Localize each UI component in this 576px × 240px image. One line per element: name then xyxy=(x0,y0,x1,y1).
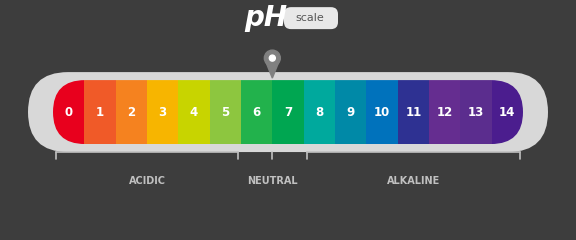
Bar xyxy=(460,80,492,144)
Circle shape xyxy=(264,50,281,66)
Text: 9: 9 xyxy=(347,106,355,119)
Bar xyxy=(179,80,210,144)
Text: 12: 12 xyxy=(437,106,453,119)
Text: 5: 5 xyxy=(221,106,229,119)
Text: ALKALINE: ALKALINE xyxy=(386,176,440,186)
Text: 0: 0 xyxy=(65,106,73,119)
Text: 2: 2 xyxy=(127,106,135,119)
Text: 10: 10 xyxy=(374,106,390,119)
Bar xyxy=(116,80,147,144)
Text: 3: 3 xyxy=(158,106,166,119)
Text: pH: pH xyxy=(244,4,287,32)
Bar xyxy=(53,80,84,144)
Text: 11: 11 xyxy=(405,106,422,119)
FancyBboxPatch shape xyxy=(28,72,548,152)
Bar xyxy=(241,80,272,144)
Bar xyxy=(335,80,366,144)
Bar xyxy=(147,80,179,144)
Bar xyxy=(84,80,116,144)
Text: 1: 1 xyxy=(96,106,104,119)
FancyBboxPatch shape xyxy=(284,7,338,29)
Bar xyxy=(397,80,429,144)
Circle shape xyxy=(270,55,275,61)
Bar xyxy=(304,80,335,144)
Text: 6: 6 xyxy=(252,106,261,119)
Text: 14: 14 xyxy=(499,106,516,119)
Text: 7: 7 xyxy=(284,106,292,119)
Bar xyxy=(272,80,304,144)
Text: 13: 13 xyxy=(468,106,484,119)
Text: ACIDIC: ACIDIC xyxy=(128,176,165,186)
Bar xyxy=(492,80,523,144)
Text: 4: 4 xyxy=(190,106,198,119)
Text: 8: 8 xyxy=(315,106,324,119)
Text: scale: scale xyxy=(295,13,324,23)
Polygon shape xyxy=(266,63,278,78)
Bar xyxy=(366,80,397,144)
Bar xyxy=(210,80,241,144)
Text: NEUTRAL: NEUTRAL xyxy=(247,176,298,186)
Bar xyxy=(429,80,460,144)
